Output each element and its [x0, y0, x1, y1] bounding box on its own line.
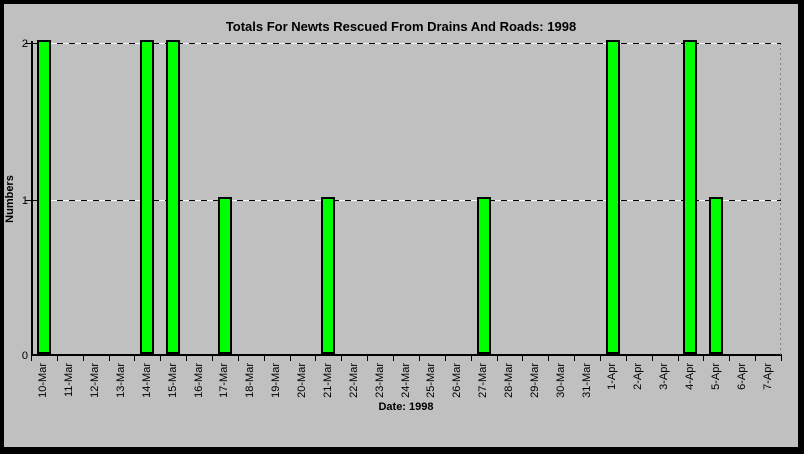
x-category-label: 13-Mar [115, 363, 128, 398]
x-tick [677, 356, 679, 361]
x-category-label: 16-Mar [192, 363, 205, 398]
x-tick [108, 356, 110, 361]
bar-1-Apr [605, 40, 620, 354]
x-category-label: 3-Apr [658, 363, 671, 390]
x-tick [367, 356, 369, 361]
bar-27-Mar [476, 197, 491, 354]
x-category-label: 2-Apr [632, 363, 645, 390]
x-tick [56, 356, 58, 361]
x-tick [470, 356, 472, 361]
x-category-label: 17-Mar [218, 363, 231, 398]
x-category-label: 29-Mar [528, 363, 541, 398]
x-category-label: 10-Mar [37, 363, 50, 398]
x-tick [212, 356, 214, 361]
x-category-label: 1-Apr [606, 363, 619, 390]
gridline-y1 [33, 200, 781, 201]
y-tick-label: 0 [21, 350, 28, 362]
x-category-label: 19-Mar [270, 363, 283, 398]
bar-5-Apr [709, 197, 724, 354]
y-tick-label: 1 [21, 195, 28, 207]
x-tick [522, 356, 524, 361]
x-category-label: 25-Mar [425, 363, 438, 398]
x-tick [82, 356, 84, 361]
x-category-label: 14-Mar [140, 363, 153, 398]
x-category-label: 30-Mar [554, 363, 567, 398]
y-tick [25, 200, 31, 201]
x-tick [496, 356, 498, 361]
chart-canvas: Totals For Newts Rescued From Drains And… [4, 4, 798, 447]
x-category-label: 23-Mar [373, 363, 386, 398]
x-category-label: 11-Mar [63, 363, 76, 398]
x-tick [263, 356, 265, 361]
x-category-label: 31-Mar [580, 363, 593, 398]
bar-17-Mar [217, 197, 232, 354]
bar-14-Mar [140, 40, 155, 354]
x-axis-line [31, 354, 782, 356]
chart-title: Totals For Newts Rescued From Drains And… [225, 19, 577, 34]
x-category-label: 20-Mar [296, 363, 309, 398]
x-axis-title: Date: 1998 [378, 401, 434, 413]
x-category-label: 12-Mar [89, 363, 102, 398]
x-category-label: 26-Mar [451, 363, 464, 398]
x-tick [625, 356, 627, 361]
x-category-label: 5-Apr [709, 363, 722, 390]
x-category-label: 4-Apr [683, 363, 696, 390]
x-category-label: 15-Mar [166, 363, 179, 398]
x-tick [444, 356, 446, 361]
x-tick [548, 356, 550, 361]
y-tick-label: 2 [21, 38, 28, 50]
x-category-label: 21-Mar [321, 363, 334, 398]
x-category-label: 7-Apr [761, 363, 774, 390]
bar-21-Mar [321, 197, 336, 354]
x-tick [315, 356, 317, 361]
x-tick [651, 356, 653, 361]
x-tick [393, 356, 395, 361]
x-tick [186, 356, 188, 361]
x-tick [341, 356, 343, 361]
x-tick [703, 356, 705, 361]
y-tick [25, 43, 31, 44]
x-tick [755, 356, 757, 361]
x-category-label: 22-Mar [347, 363, 360, 398]
x-tick [289, 356, 291, 361]
x-category-label: 27-Mar [477, 363, 490, 398]
x-tick [160, 356, 162, 361]
x-tick [237, 356, 239, 361]
x-tick [599, 356, 601, 361]
bar-15-Mar [166, 40, 181, 354]
x-tick [729, 356, 731, 361]
x-tick [574, 356, 576, 361]
x-tick [31, 356, 32, 361]
y-axis-line [31, 41, 33, 356]
x-tick [418, 356, 420, 361]
bar-10-Mar [36, 40, 51, 354]
x-category-label: 18-Mar [244, 363, 257, 398]
x-tick [781, 356, 782, 361]
bar-4-Apr [683, 40, 698, 354]
plot-right-edge-line [780, 43, 781, 355]
x-category-label: 24-Mar [399, 363, 412, 398]
x-tick [134, 356, 136, 361]
gridline-y2 [33, 43, 781, 44]
x-category-label: 28-Mar [502, 363, 515, 398]
x-category-label: 6-Apr [735, 363, 748, 390]
